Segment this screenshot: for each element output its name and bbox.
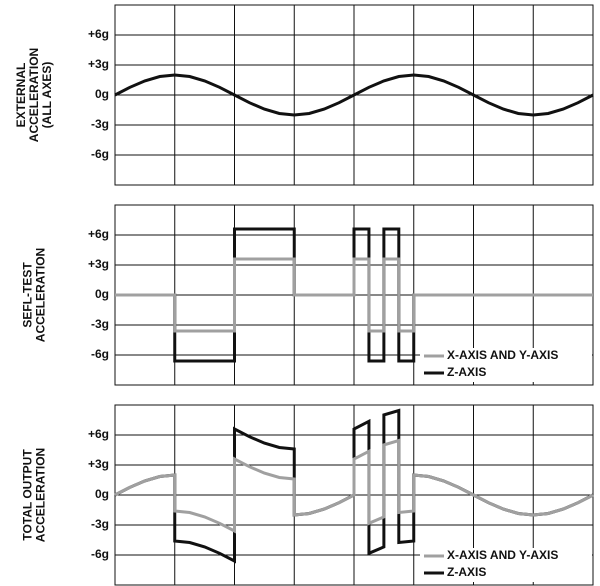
legend-label: X-AXIS AND Y-AXIS [447, 548, 558, 562]
y-tick-label: +3g [88, 57, 109, 71]
data-line [115, 227, 593, 363]
legend-background [420, 348, 592, 382]
y-tick-label: -3g [91, 317, 109, 331]
y-axis-label: ACCELERATION [27, 48, 41, 142]
y-tick-label: -3g [91, 117, 109, 131]
y-tick-label: 0g [95, 487, 109, 501]
y-tick-label: +3g [88, 457, 109, 471]
y-tick-label: -3g [91, 517, 109, 531]
y-axis-label: EXTERNAL [14, 63, 28, 128]
legend-label: Z-AXIS [447, 565, 486, 579]
data-line [115, 257, 593, 333]
legend-label: X-AXIS AND Y-AXIS [447, 348, 558, 362]
y-axis-label: TOTAL OUTPUT [21, 449, 35, 541]
y-tick-label: +3g [88, 257, 109, 271]
y-tick-label: -6g [91, 547, 109, 561]
y-tick-label: 0g [95, 87, 109, 101]
legend-label: Z-AXIS [447, 365, 486, 379]
data-line [114, 73, 594, 117]
y-axis-label: SEFL-TEST [21, 262, 35, 328]
y-tick-label: -6g [91, 147, 109, 161]
legend-background [420, 548, 592, 582]
y-tick-label: +6g [88, 27, 109, 41]
y-axis-label: ACCELERATION [34, 448, 48, 542]
y-axis-label: ACCELERATION [34, 248, 48, 342]
y-tick-label: +6g [88, 427, 109, 441]
y-axis-label: (ALL AXES) [40, 62, 54, 129]
y-tick-label: -6g [91, 347, 109, 361]
y-tick-label: +6g [88, 227, 109, 241]
y-tick-label: 0g [95, 287, 109, 301]
data-line [114, 438, 594, 534]
